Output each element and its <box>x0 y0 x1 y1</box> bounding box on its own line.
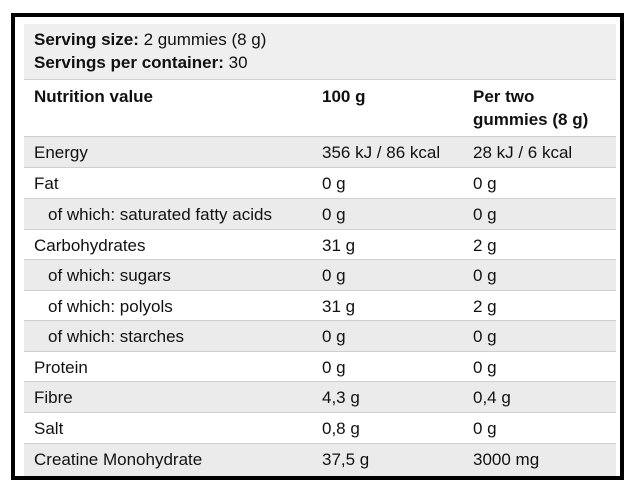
row-value-100g: 31 g <box>322 236 356 255</box>
row-label: Creatine Monohydrate <box>34 450 203 469</box>
row-value-100g: 0 g <box>322 327 346 346</box>
row-value-100g: 31 g <box>322 297 356 316</box>
table-row: of which: sugars 0 g 0 g <box>24 260 616 291</box>
serving-size-line: Serving size: 2 gummies (8 g) <box>34 30 266 50</box>
serving-size-label: Serving size: <box>34 30 139 49</box>
row-value-100g: 0 g <box>322 205 346 224</box>
row-label: of which: saturated fatty acids <box>48 205 272 224</box>
row-value-serving: 2 g <box>473 297 497 316</box>
table-row: Protein 0 g 0 g <box>24 352 616 382</box>
row-value-100g: 0 g <box>322 358 346 377</box>
row-label: Fat <box>34 174 59 193</box>
row-value-100g: 0,8 g <box>322 419 360 438</box>
table-row: Creatine Monohydrate 37,5 g 3000 mg <box>24 444 616 476</box>
row-value-serving: 0 g <box>473 266 497 285</box>
serving-info: Serving size: 2 gummies (8 g) Servings p… <box>24 24 616 80</box>
row-value-100g: 37,5 g <box>322 450 370 469</box>
header-per-serving-line2: gummies (8 g) <box>473 110 589 129</box>
row-value-serving: 2 g <box>473 236 497 255</box>
row-label: of which: starches <box>48 327 185 346</box>
table-header-row: Nutrition value 100 g Per two gummies (8… <box>24 80 616 137</box>
row-value-serving: 0 g <box>473 419 497 438</box>
serving-size-value: 2 gummies (8 g) <box>143 30 267 49</box>
row-label: Carbohydrates <box>34 236 146 255</box>
row-value-serving: 0 g <box>473 327 497 346</box>
table-row: Carbohydrates 31 g 2 g <box>24 230 616 260</box>
nutrition-table: Nutrition value 100 g Per two gummies (8… <box>24 80 616 476</box>
row-label: Energy <box>34 143 88 162</box>
row-label: of which: sugars <box>48 266 171 285</box>
row-value-100g: 4,3 g <box>322 388 360 407</box>
row-value-100g: 0 g <box>322 266 346 285</box>
row-value-serving: 0,4 g <box>473 388 511 407</box>
table-row: Fibre 4,3 g 0,4 g <box>24 382 616 413</box>
row-value-serving: 0 g <box>473 174 497 193</box>
row-value-serving: 28 kJ / 6 kcal <box>473 143 573 162</box>
table-row: Energy 356 kJ / 86 kcal 28 kJ / 6 kcal <box>24 137 616 168</box>
table-row: of which: saturated fatty acids 0 g 0 g <box>24 199 616 230</box>
table-row: of which: starches 0 g 0 g <box>24 321 616 352</box>
row-label: Salt <box>34 419 64 438</box>
header-per-serving-line1: Per two <box>473 87 535 106</box>
row-value-serving: 3000 mg <box>473 450 540 469</box>
row-value-100g: 356 kJ / 86 kcal <box>322 143 441 162</box>
row-value-100g: 0 g <box>322 174 346 193</box>
servings-per-container-line: Servings per container: 30 <box>34 53 248 73</box>
table-row: Fat 0 g 0 g <box>24 168 616 199</box>
row-label: Protein <box>34 358 88 377</box>
row-value-serving: 0 g <box>473 205 497 224</box>
row-label: Fibre <box>34 388 73 407</box>
header-per-100g: 100 g <box>322 87 366 106</box>
table-row: Salt 0,8 g 0 g <box>24 413 616 444</box>
servings-per-container-label: Servings per container: <box>34 53 224 72</box>
servings-per-container-value: 30 <box>228 53 248 72</box>
table-row: of which: polyols 31 g 2 g <box>24 291 616 321</box>
header-nutrient: Nutrition value <box>34 87 154 106</box>
row-value-serving: 0 g <box>473 358 497 377</box>
row-label: of which: polyols <box>48 297 173 316</box>
